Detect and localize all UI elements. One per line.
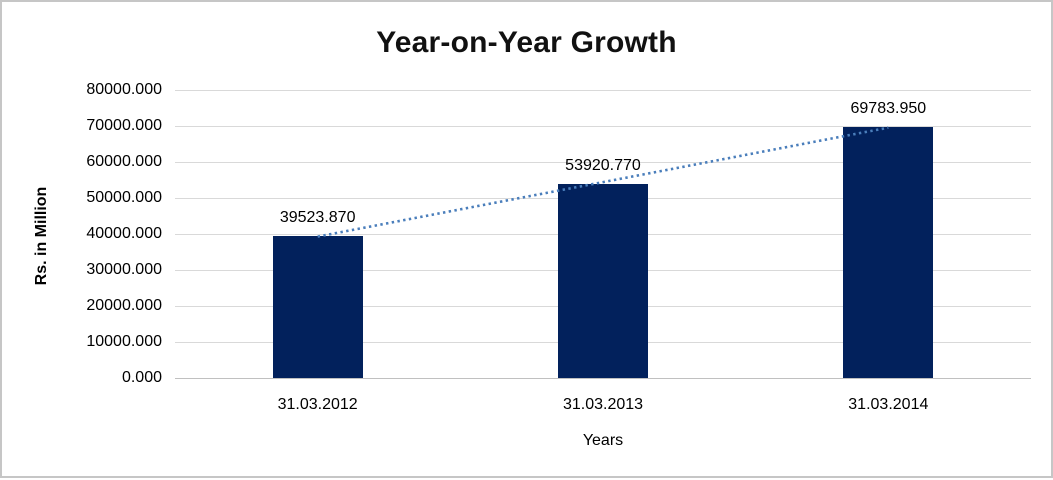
x-tick-label: 31.03.2013 <box>562 396 644 413</box>
data-label: 69783.950 <box>850 99 927 117</box>
bar-31.03.2014 <box>843 126 934 378</box>
y-tick-label: 50000.000 <box>86 189 162 206</box>
x-tick-label: 31.03.2012 <box>277 396 358 413</box>
bar-31.03.2012 <box>272 235 363 378</box>
x-tick-label: 31.03.2014 <box>848 396 929 413</box>
y-tick-label: 40000.000 <box>86 225 162 242</box>
y-tick-label: 30000.000 <box>86 261 162 278</box>
y-tick-label: 0.000 <box>121 369 162 386</box>
x-axis-title: Years <box>582 432 624 449</box>
y-tick-label: 10000.000 <box>86 333 162 350</box>
y-tick-label: 60000.000 <box>86 153 162 170</box>
y-tick-label: 20000.000 <box>86 297 162 314</box>
y-tick-label: 70000.000 <box>86 117 162 134</box>
bar-31.03.2013 <box>558 183 648 378</box>
x-axis-line <box>175 378 1031 379</box>
chart-title: Year-on-Year Growth <box>376 26 677 59</box>
gridline <box>175 90 1031 91</box>
data-label: 53920.770 <box>565 156 641 174</box>
data-label: 39523.870 <box>279 208 356 226</box>
y-tick-label: 80000.000 <box>86 81 162 98</box>
